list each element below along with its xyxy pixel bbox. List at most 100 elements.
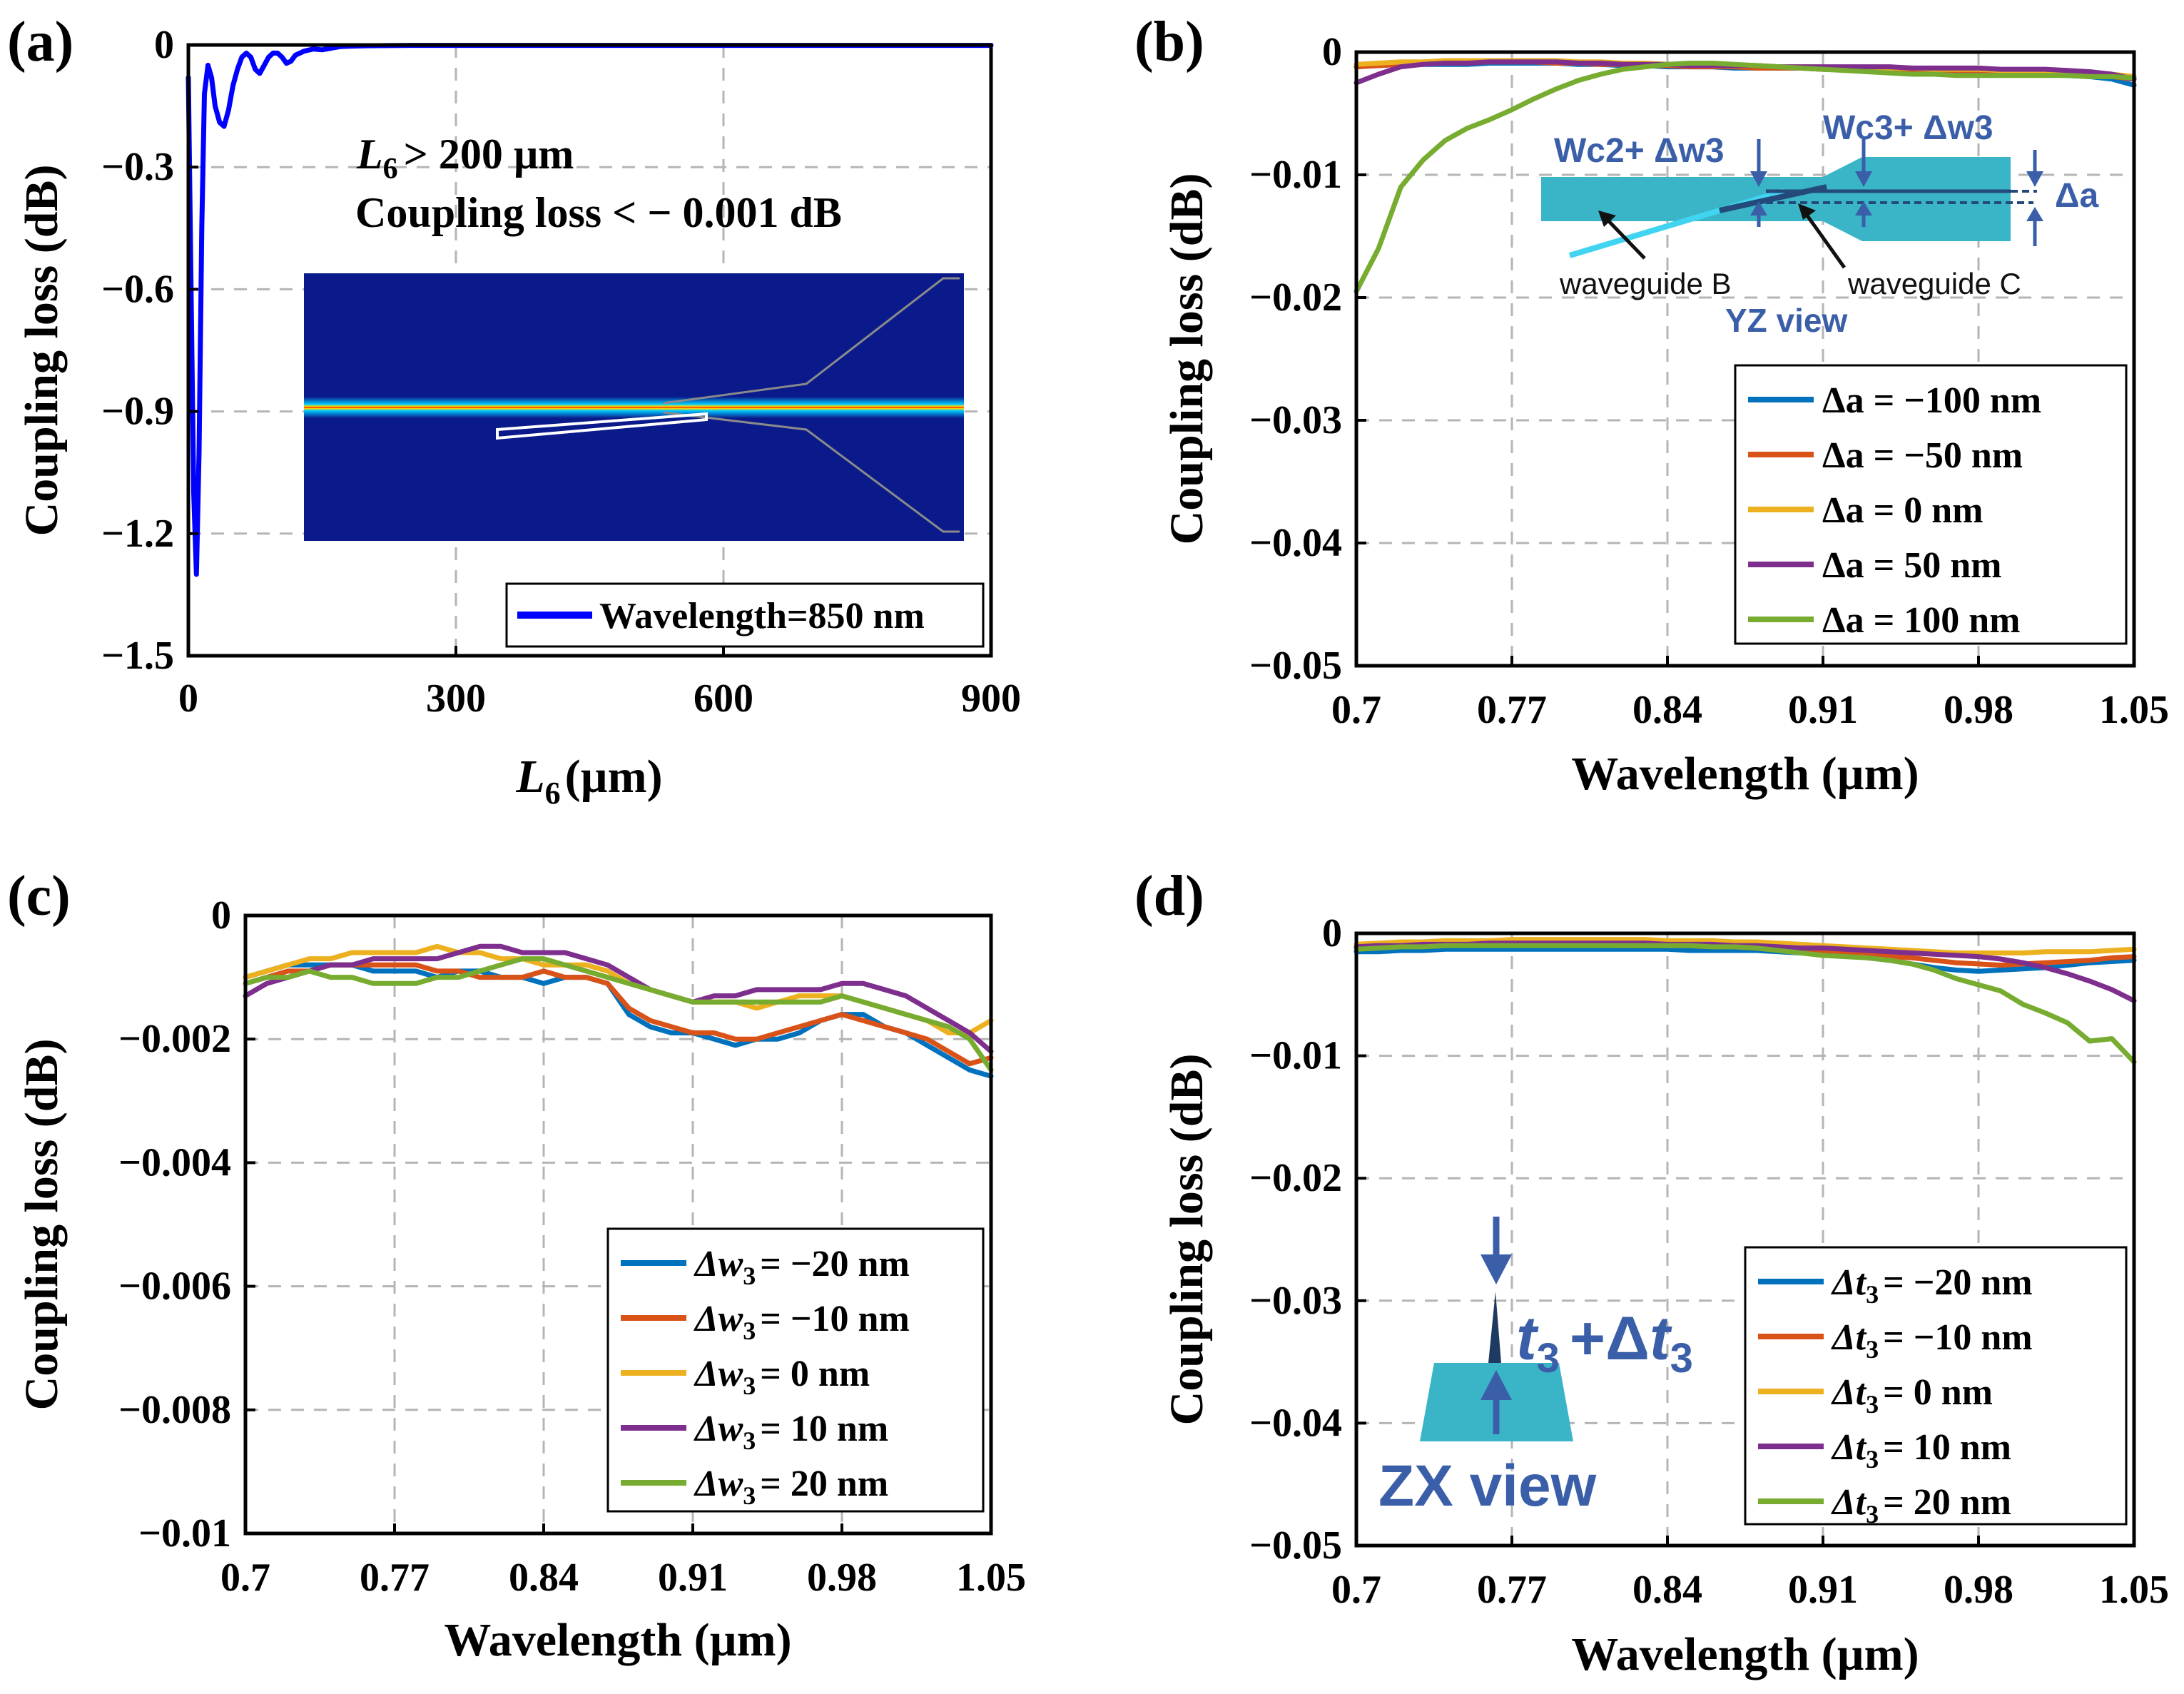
series-line-c-4	[243, 956, 994, 1072]
legend-label-b-4: Δa = 100 nm	[1822, 600, 2020, 641]
legend-sub: 3	[743, 1481, 756, 1510]
tick-label-y: −0.04	[1249, 521, 1342, 565]
tick-label-x: 0.7	[1331, 688, 1381, 732]
xlabel-a-unit: (µm)	[565, 751, 663, 803]
tick-label-x: 0.84	[509, 1556, 579, 1600]
legend-sym: Δt	[1831, 1372, 1867, 1413]
legend-label-c-0: Δw3 = −20 nm	[694, 1244, 910, 1290]
legend-val: = 20 nm	[1883, 1482, 2011, 1523]
ylabel-d: Coupling loss (dB)	[1161, 1054, 1213, 1426]
series-group-c	[243, 943, 994, 1079]
arrow-t3-up	[1480, 1370, 1512, 1434]
tick-label-y: 0	[1322, 30, 1342, 74]
legend-sym: Δa	[1822, 600, 1874, 641]
xlabel-b: Wavelength (µm)	[1571, 748, 1919, 800]
label-wc2: Wc2+ Δw3	[1554, 132, 1725, 170]
legend-sym: Δw	[694, 1409, 743, 1449]
panel-a: (a) 0 300 600 900 0 −0.3 −0.6 −0.9 −1.2 −1.5 Coup…	[7, 11, 1021, 811]
tick-label-y: −0.6	[101, 267, 174, 311]
legend-label-c-4: Δw3 = 20 nm	[694, 1464, 888, 1510]
panel-label-c: (c)	[7, 865, 71, 928]
panel-c: (c) 0.7 0.77 0.84 0.91 0.98 1.05 0 −0.002 −0.004…	[7, 865, 1026, 1666]
legend-sym: Δt	[1831, 1482, 1867, 1523]
legend-val: = 100 nm	[1874, 600, 2021, 641]
legend-b-box	[1734, 364, 2128, 645]
tick-label-x: 0.7	[220, 1556, 270, 1600]
taper-outline-lower	[663, 411, 960, 533]
tick-label-x: 600	[694, 676, 753, 721]
arrow-wc2-down	[1750, 139, 1767, 187]
legend-val: = 20 nm	[760, 1464, 888, 1504]
arrow-wc3-up	[1855, 201, 1872, 227]
annotation-a-line1-sub: 6	[383, 153, 398, 186]
legend-a-label: Wavelength=850 nm	[599, 596, 925, 636]
annotation-a-line1-main: L	[356, 131, 383, 178]
tick-label-y: −0.002	[118, 1017, 231, 1061]
legend-sym: Δa	[1822, 380, 1874, 421]
label-t3: t3 +Δt3	[1516, 1304, 1693, 1381]
tick-label-y: −0.03	[1249, 1279, 1342, 1323]
xlabel-d: Wavelength (µm)	[1571, 1628, 1919, 1680]
tick-label-y: −0.02	[1249, 1156, 1342, 1200]
arrow-waveguide-c	[1798, 203, 1847, 269]
tick-label-x: 0.91	[1788, 1568, 1858, 1612]
panel-d: (d) 0.7 0.77 0.84 0.91 0.98 1.05 0 −0.01 −0.02 −0…	[1134, 865, 2169, 1680]
tick-label-y: −0.02	[1249, 275, 1342, 320]
beam	[304, 397, 964, 418]
tick-label-y: −0.05	[1249, 644, 1342, 688]
tick-label-x: 0.7	[1331, 1568, 1381, 1612]
legend-sub: 3	[1866, 1335, 1879, 1364]
label-waveguide-b: waveguide B	[1559, 267, 1732, 300]
panel-label-b: (b)	[1134, 11, 1204, 73]
axes-frame-b	[1354, 50, 2136, 668]
tick-label-x: 1.05	[2099, 1568, 2169, 1612]
tick-label-x: 0.98	[1944, 688, 2013, 732]
legend-val: = 10 nm	[1883, 1427, 2011, 1468]
label-waveguide-c: waveguide C	[1847, 267, 2021, 300]
legend-label-d-3: Δt3 = 10 nm	[1831, 1427, 2011, 1474]
zx-view-inset: t3 +Δt3 ZX view	[1378, 1217, 1693, 1518]
legend-val: = −50 nm	[1874, 435, 2023, 476]
tick-label-x: 0.77	[360, 1556, 430, 1600]
panel-b: (b) 0.7 0.77 0.84 0.91 0.98 1.05 0 −0.01 −0.02 −0…	[1134, 11, 2169, 800]
legend-sub: 3	[1866, 1500, 1879, 1528]
ylabel-c: Coupling loss (dB)	[16, 1039, 68, 1411]
annotation-a-line2: Coupling loss < − 0.001 dB	[355, 189, 842, 236]
series-line-c-3	[243, 943, 994, 1054]
legend-sym: Δw	[694, 1299, 743, 1339]
tick-label-x: 0.91	[658, 1556, 728, 1600]
ticks-b: 0.7 0.77 0.84 0.91 0.98 1.05 0 −0.01 −0.02 −0.03 −…	[1249, 30, 2169, 732]
tick-label-y: −0.004	[118, 1140, 231, 1185]
tick-label-y: −0.01	[1249, 153, 1342, 197]
tick-label-y: 0	[211, 893, 231, 938]
legend-label-c-3: Δw3 = 10 nm	[694, 1409, 888, 1455]
ticks-a: 0 300 600 900 0 −0.3 −0.6 −0.9 −1.2 −1.5	[101, 23, 1021, 721]
legend-sym: Δa	[1822, 435, 1874, 476]
arrow-wc2-up	[1750, 201, 1767, 227]
axes-frame-d	[1354, 931, 2136, 1548]
label-t3-main2: t	[1650, 1304, 1672, 1373]
tick-label-y: −0.9	[101, 390, 174, 434]
tick-label-y: −1.2	[101, 512, 174, 556]
ticks-d: 0.7 0.77 0.84 0.91 0.98 1.05 0 −0.01 −0.02 −0.03 −…	[1249, 911, 2169, 1612]
xlabel-c: Wavelength (µm)	[444, 1614, 791, 1666]
legend-d-box	[1744, 1246, 2128, 1526]
series-line-d-0	[1353, 946, 2137, 974]
tick-label-x: 900	[961, 676, 1021, 721]
arrow-da-down	[2026, 150, 2043, 187]
legend-label-b-2: Δa = 0 nm	[1822, 490, 1983, 531]
annotation-a-line1-rest: > 200 µm	[404, 131, 574, 178]
tick-label-x: 0.84	[1632, 688, 1702, 732]
legend-label-d-1: Δt3 = −10 nm	[1831, 1317, 2033, 1364]
legend-label-c-2: Δw3 = 0 nm	[694, 1354, 870, 1400]
label-t3-sub2: 3	[1670, 1335, 1693, 1381]
tick-label-x: 0.98	[807, 1556, 877, 1600]
ylabel-a: Coupling loss (dB)	[16, 165, 68, 537]
legend-val: = −20 nm	[1883, 1262, 2033, 1303]
label-t3-main: t	[1516, 1304, 1539, 1373]
axes-frame-c	[243, 913, 993, 1536]
label-zx-view: ZX view	[1378, 1454, 1597, 1518]
legend-val: = 0 nm	[1883, 1372, 1993, 1413]
tick-label-x: 0.91	[1788, 688, 1858, 732]
